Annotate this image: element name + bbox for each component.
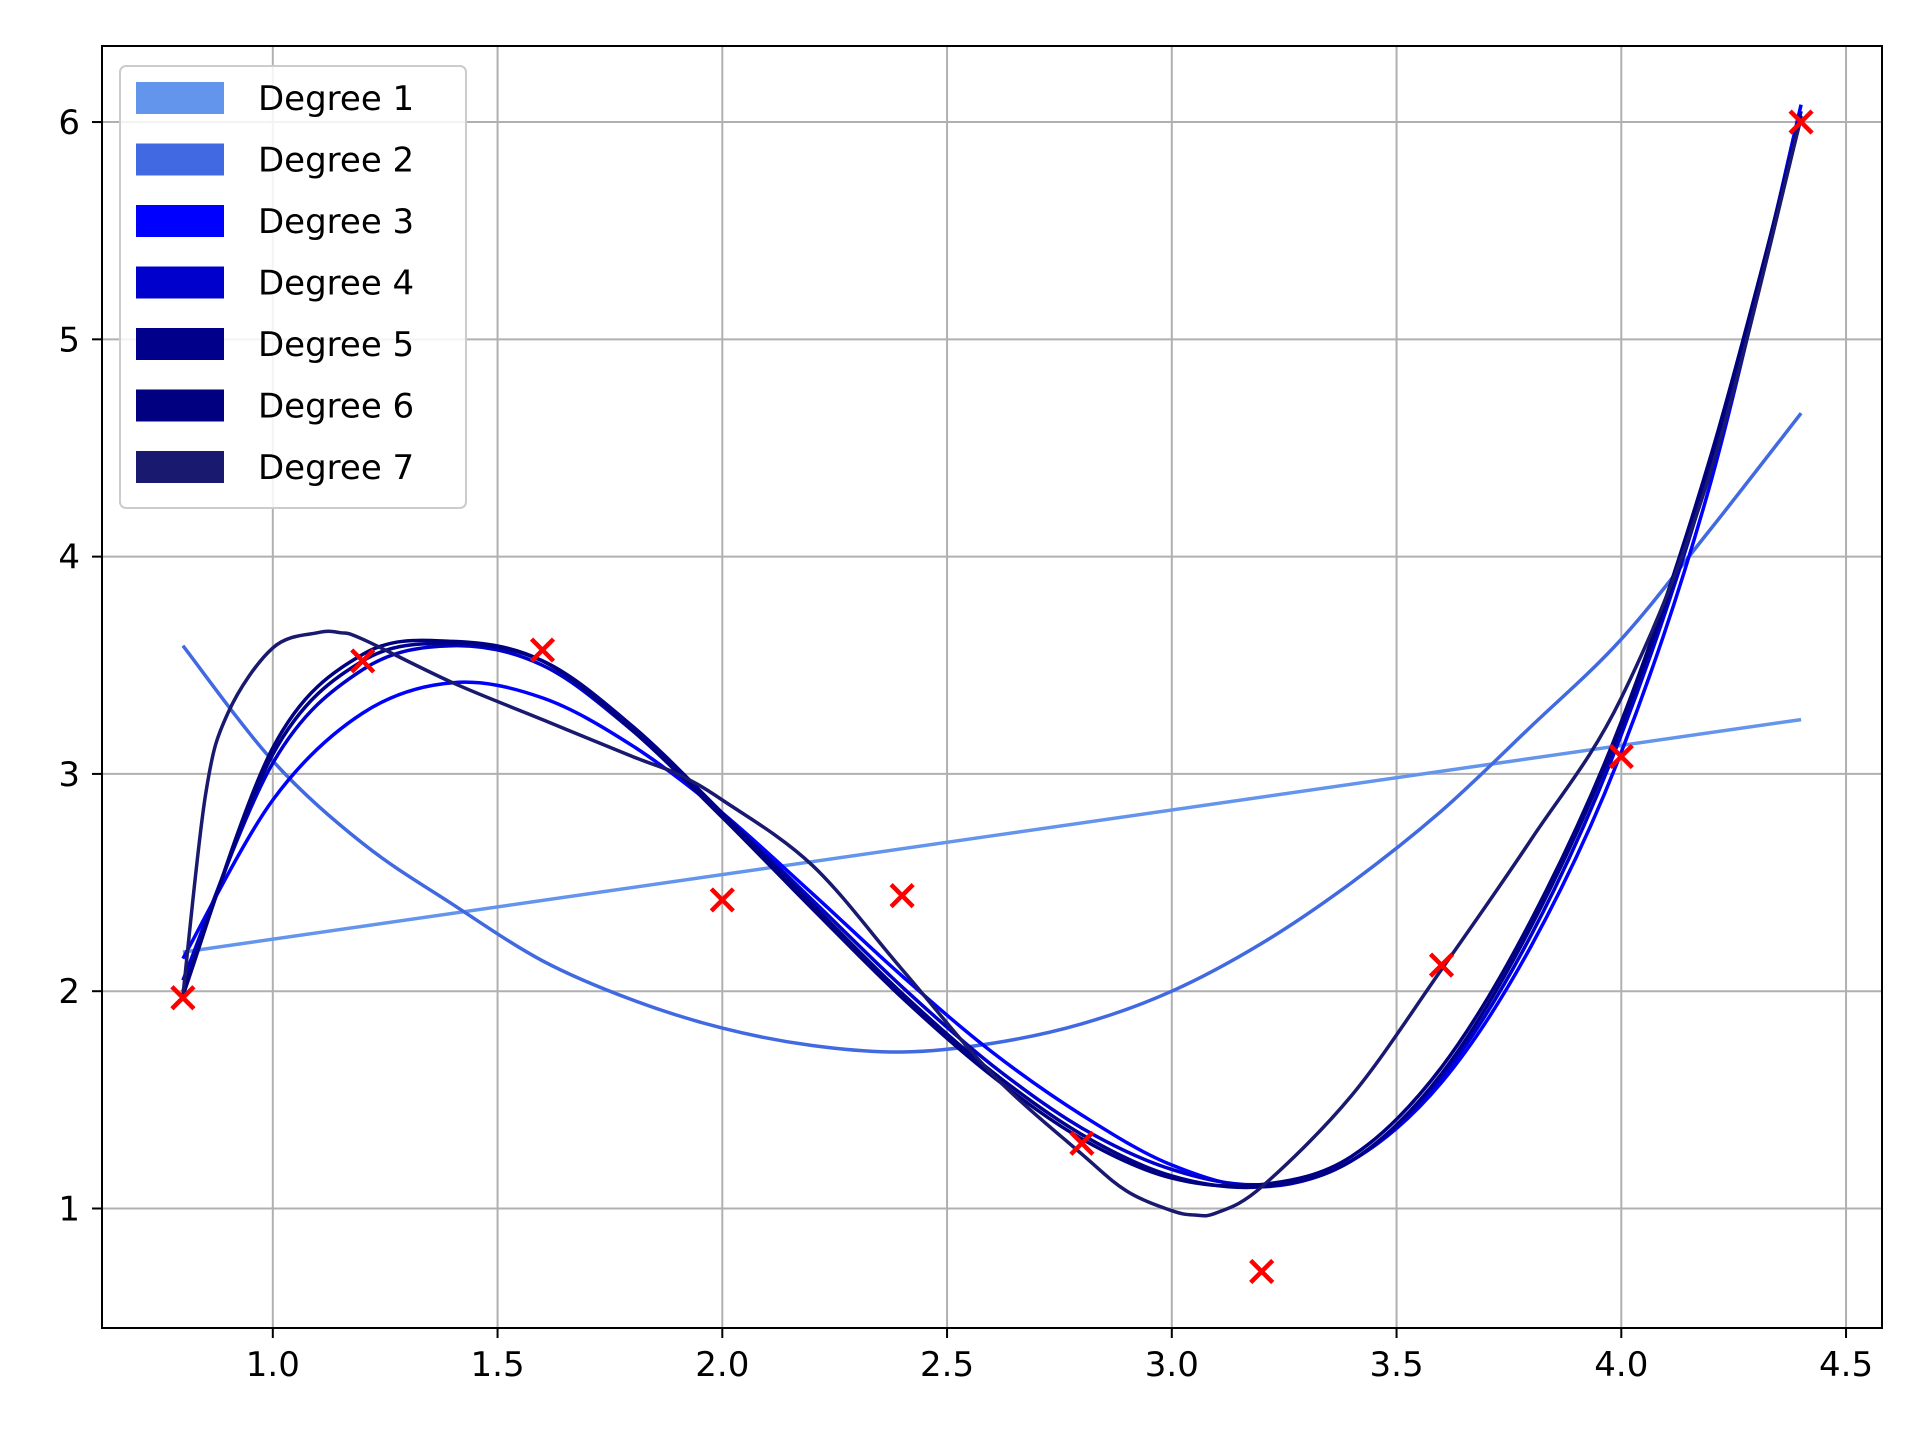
series-line-degree-7 [181, 117, 1803, 1218]
legend-label: Degree 7 [258, 448, 414, 488]
legend-label: Degree 6 [258, 387, 414, 427]
legend-label: Degree 2 [258, 141, 414, 181]
y-tick-label: 4 [58, 538, 80, 578]
legend-swatch [136, 328, 224, 360]
x-tick-label: 2.5 [920, 1345, 974, 1385]
y-tick-label: 1 [58, 1189, 80, 1229]
x-tick-label: 3.0 [1145, 1345, 1199, 1385]
x-tick-label: 3.5 [1370, 1345, 1424, 1385]
legend-swatch [136, 389, 224, 422]
data-point-marker [889, 883, 915, 909]
legend-label: Degree 1 [258, 79, 414, 119]
plot-frame [101, 45, 1883, 1329]
x-tick-label: 2.0 [695, 1345, 749, 1385]
legend: Degree 1 Degree 2 Degree 3 Degree 4 Degree 5… [119, 65, 467, 509]
grid [102, 46, 1882, 1328]
legend-swatch [136, 82, 224, 114]
x-tick-label: 1.5 [471, 1345, 525, 1385]
series-line-degree-6 [181, 117, 1803, 1188]
series-line-degree-4 [181, 110, 1803, 1187]
legend-swatch [136, 451, 224, 483]
data-point-marker [1788, 109, 1814, 135]
data-point-marker [1428, 952, 1455, 978]
x-tick-label: 4.0 [1594, 1345, 1648, 1385]
data-point-marker [529, 637, 556, 663]
legend-label: Degree 4 [258, 264, 414, 304]
y-tick-label: 2 [58, 972, 80, 1012]
series-line-degree-2 [181, 412, 1803, 1054]
data-points [170, 109, 1814, 1285]
data-point-marker [350, 648, 376, 674]
axis-ticks: 1.0 1.5 2.0 2.5 3.0 3.5 4.0 4.5 1 2 3 4 5 6 [58, 103, 1873, 1385]
data-point-marker [1249, 1258, 1275, 1285]
data-point-marker [1608, 743, 1634, 770]
x-tick-label: 1.0 [246, 1345, 300, 1385]
legend-swatch [136, 143, 224, 176]
legend-swatch [136, 205, 224, 237]
y-tick-label: 5 [58, 320, 80, 360]
series-layer [181, 104, 1803, 1218]
y-tick-label: 3 [58, 755, 80, 795]
data-point-marker [1069, 1130, 1095, 1156]
data-point-marker [170, 985, 196, 1011]
legend-label: Degree 3 [258, 202, 414, 242]
series-line-degree-1 [182, 717, 1802, 954]
legend-swatch [136, 266, 224, 299]
x-tick-label: 4.5 [1819, 1345, 1873, 1385]
y-tick-label: 6 [58, 103, 80, 143]
data-point-marker [709, 887, 735, 913]
series-line-degree-5 [181, 115, 1803, 1190]
legend-label: Degree 5 [258, 325, 414, 365]
